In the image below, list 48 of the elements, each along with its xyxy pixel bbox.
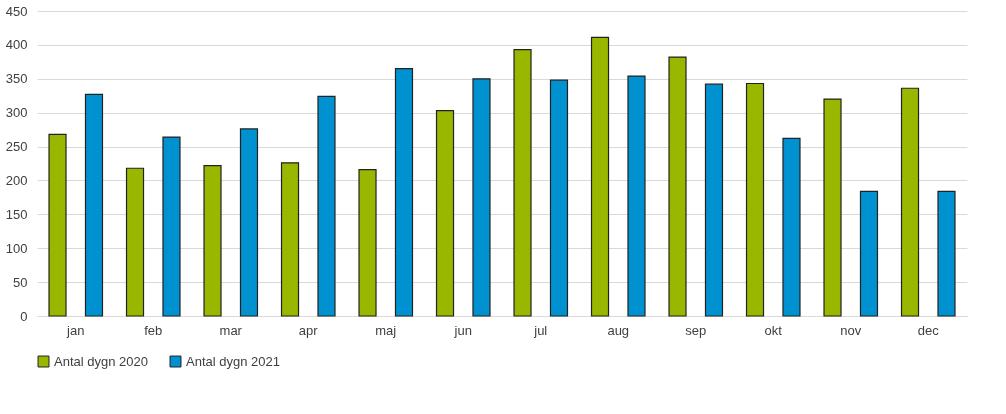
bar <box>48 133 67 317</box>
bar <box>668 56 687 317</box>
bar <box>162 136 181 317</box>
y-tick-label: 400 <box>5 37 28 53</box>
x-tick-label: sep <box>685 322 707 338</box>
y-tick-label: 300 <box>5 105 28 121</box>
y-tick-label: 250 <box>5 139 28 155</box>
x-tick-label: mar <box>219 322 243 338</box>
bar <box>84 93 104 317</box>
y-tick-label: 100 <box>5 240 28 256</box>
y-tick-label: 0 <box>20 308 28 324</box>
bar <box>937 190 956 317</box>
x-tick-label: dec <box>917 322 940 338</box>
bar <box>358 169 377 317</box>
bar <box>900 87 920 317</box>
bar <box>317 95 336 317</box>
bar <box>704 83 724 317</box>
bar <box>203 164 222 317</box>
legend-label: Antal dygn 2020 <box>54 353 148 369</box>
x-tick-label: maj <box>375 322 397 338</box>
bar <box>549 79 569 317</box>
bar <box>823 98 842 317</box>
y-tick-label: 350 <box>5 71 28 87</box>
x-tick-label: aug <box>607 322 630 338</box>
x-tick-label: nov <box>840 322 862 338</box>
y-tick-label: 150 <box>5 206 28 222</box>
x-tick-label: feb <box>144 322 163 338</box>
x-tick-label: jan <box>66 322 85 338</box>
bar <box>472 78 491 317</box>
x-tick-label: apr <box>298 322 319 338</box>
bar <box>125 167 145 317</box>
bar <box>239 128 259 317</box>
bar <box>394 68 414 317</box>
bar <box>745 82 765 317</box>
bar <box>280 162 300 317</box>
y-tick-label: 200 <box>5 172 28 188</box>
bar <box>435 110 455 317</box>
x-tick-label: okt <box>764 322 783 338</box>
y-tick-label: 450 <box>5 3 28 19</box>
x-tick-label: jul <box>533 322 548 338</box>
bar <box>627 75 646 317</box>
x-tick-label: jun <box>453 322 472 338</box>
bar <box>859 190 879 317</box>
bar <box>590 36 610 317</box>
legend-label: Antal dygn 2021 <box>186 353 280 369</box>
y-tick-label: 50 <box>13 274 28 290</box>
bar <box>782 137 801 317</box>
bar <box>513 49 532 317</box>
